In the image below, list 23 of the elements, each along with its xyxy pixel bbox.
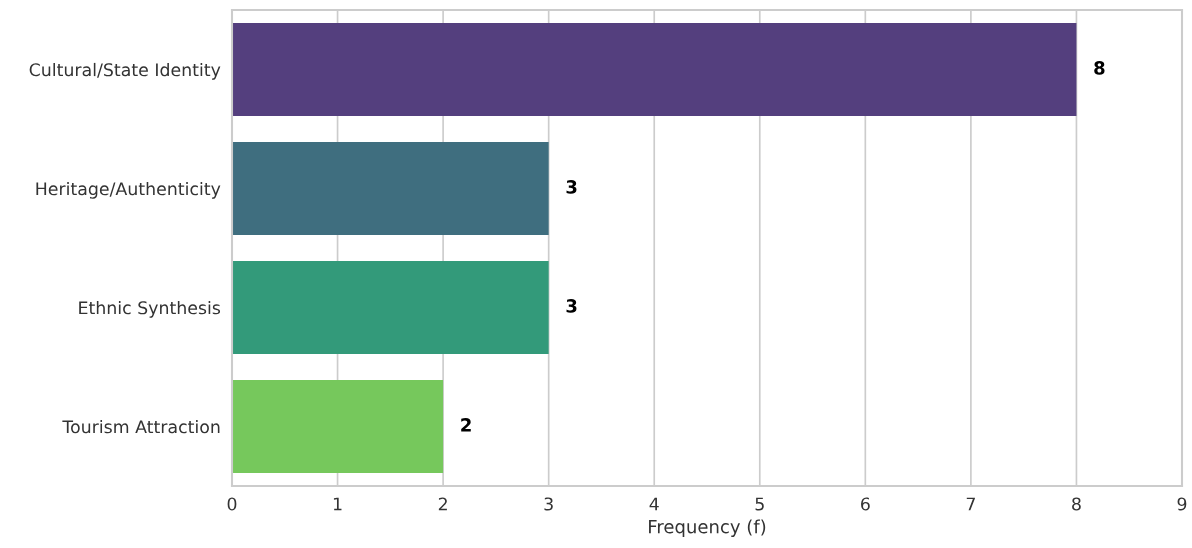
y-tick-label: Ethnic Synthesis — [79, 300, 221, 318]
x-tick-label: 1 — [333, 497, 342, 511]
x-tick-label: 6 — [861, 497, 870, 511]
data-label: 3 — [566, 299, 577, 313]
bar — [232, 142, 549, 235]
x-tick-label: 8 — [1072, 497, 1081, 511]
data-label: 3 — [566, 180, 577, 194]
x-tick-label: 3 — [544, 497, 553, 511]
bar — [232, 23, 1077, 116]
x-tick-label: 5 — [755, 497, 764, 511]
data-label: 8 — [1094, 61, 1105, 75]
x-tick-label: 4 — [649, 497, 659, 511]
data-label: 2 — [461, 418, 471, 432]
bar — [232, 261, 549, 354]
x-tick-label: 7 — [966, 497, 975, 511]
y-tick-label: Tourism Attraction — [62, 419, 220, 434]
y-tick-label: Heritage/Authenticity — [36, 181, 221, 199]
x-axis-title: Frequency (f) — [649, 519, 766, 537]
x-tick-label: 9 — [1177, 497, 1187, 511]
bar — [232, 380, 444, 473]
y-tick-label: Cultural/State Identity — [29, 62, 221, 80]
x-tick-label: 0 — [227, 497, 237, 511]
x-tick-label: 2 — [438, 497, 447, 511]
